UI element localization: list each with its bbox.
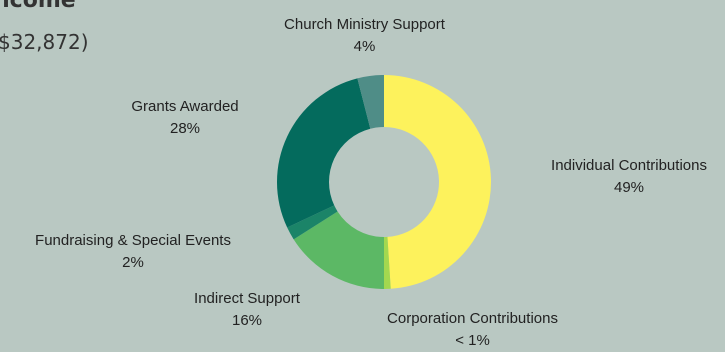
slice-fundraising-special-events (287, 205, 338, 240)
category-label: Church Ministry Support (284, 16, 445, 33)
label-indirect-support: Indirect Support 16% (166, 288, 328, 332)
category-label: Corporation Contributions (387, 310, 558, 327)
slice-grants-awarded (277, 78, 371, 228)
label-grants-awarded: Grants Awarded 28% (95, 96, 275, 140)
slice-church-ministry-support (357, 75, 384, 129)
category-label: Grants Awarded (131, 98, 239, 115)
label-corporation-contributions: Corporation Contributions < 1% (360, 308, 585, 352)
value-label: 28% (169, 120, 201, 137)
category-label: Fundraising & Special Events (35, 232, 231, 249)
value-label: 49% (613, 179, 645, 196)
value-label: 2% (122, 254, 144, 271)
category-label: Individual Contributions (551, 157, 707, 174)
value-label: < 1% (455, 332, 490, 349)
category-label: Indirect Support (194, 290, 300, 307)
label-fundraising-special-events: Fundraising & Special Events 2% (6, 230, 260, 274)
label-church-ministry-support: Church Ministry Support 4% (262, 14, 467, 58)
value-label: 4% (353, 38, 376, 55)
chart-title: ncome (0, 0, 76, 13)
slice-corporation-contributions (384, 236, 391, 289)
value-label: 16% (231, 312, 263, 329)
slice-indirect-support (293, 211, 384, 289)
chart-subtitle: $32,872) (0, 30, 89, 54)
slice-individual-contributions (384, 75, 491, 289)
label-individual-contributions: Individual Contributions 49% (523, 155, 725, 199)
